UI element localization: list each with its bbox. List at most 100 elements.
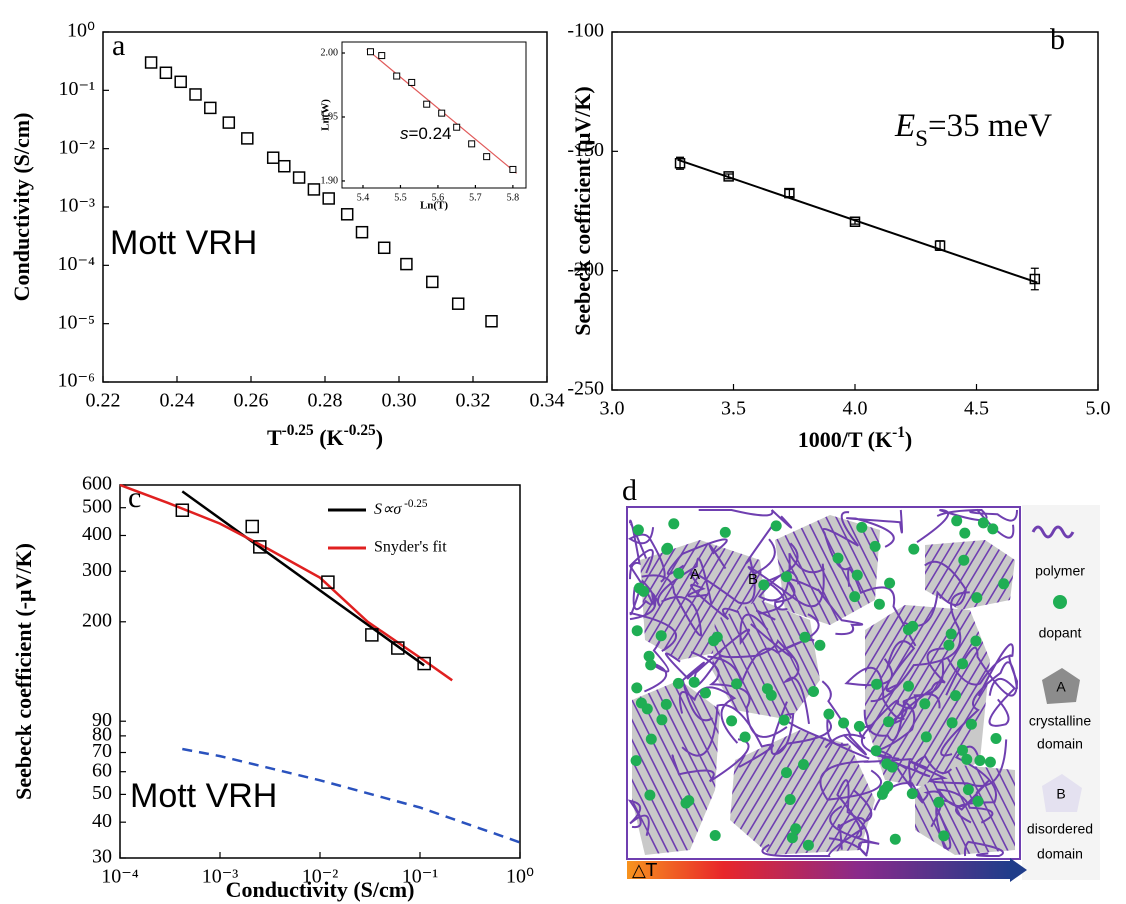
- polymer-chain: [666, 538, 728, 576]
- legend-dopant: [1053, 595, 1067, 609]
- legend-label: S∝σ -0.25: [374, 498, 428, 518]
- data-point: [453, 123, 461, 131]
- data-point: [483, 153, 491, 161]
- polymer-chain: [954, 745, 997, 824]
- polymer-chain: [707, 638, 815, 687]
- polymer-chain: [909, 739, 1008, 787]
- data-point: [485, 315, 498, 328]
- dopant: [726, 715, 738, 727]
- chain: [730, 730, 771, 855]
- series-line: [181, 490, 425, 667]
- legend-label-part: S∝σ: [374, 501, 402, 518]
- y-tick-label: 1.90: [321, 175, 339, 186]
- chain: [984, 765, 1015, 855]
- dopant: [873, 598, 885, 610]
- polymer-chain: [641, 574, 703, 637]
- y-tick-label: 10⁻⁶: [57, 370, 95, 392]
- dopant: [656, 714, 668, 726]
- data-point: [438, 109, 446, 117]
- chain: [824, 730, 875, 855]
- x-tick-label: 4.5: [964, 398, 989, 420]
- y-tick-label: 80: [92, 723, 112, 745]
- chain: [844, 515, 880, 625]
- x-tick-label: 5.0: [1086, 398, 1111, 420]
- polymer-chain: [836, 779, 870, 856]
- polymer-chain: [945, 646, 1019, 697]
- data-point: [144, 56, 158, 69]
- chain: [671, 680, 720, 855]
- dopant: [778, 714, 790, 726]
- y-tick-label: 10⁻⁴: [57, 253, 95, 275]
- chain: [518, 540, 590, 660]
- dopant: [957, 744, 968, 756]
- annotation-part: =0.24: [409, 124, 452, 143]
- polymer-chain: [870, 591, 970, 703]
- dopant: [781, 767, 792, 779]
- data-point: [366, 48, 374, 56]
- chain: [751, 600, 813, 720]
- polymer-chain: [969, 508, 1018, 539]
- legend-label-part: -0.25: [401, 498, 428, 510]
- chain: [657, 540, 731, 660]
- dopant: [849, 591, 861, 603]
- x-tick-label: 10⁻⁴: [101, 866, 139, 888]
- dopant: [884, 577, 896, 589]
- chain: [804, 515, 861, 625]
- data-point: [377, 241, 391, 255]
- x-tick-label: 10⁻¹: [402, 866, 439, 888]
- chain: [925, 540, 936, 610]
- chain: [640, 540, 671, 660]
- data-point: [417, 656, 431, 671]
- x-axis-label-part: T: [267, 425, 282, 450]
- data-point: [1029, 273, 1041, 285]
- polymer-chain: [817, 588, 864, 636]
- chain: [925, 540, 956, 610]
- chain: [994, 765, 1015, 855]
- chain: [974, 765, 1015, 855]
- polymer-chain: [846, 509, 903, 548]
- x-tick-label: 10⁻³: [202, 866, 239, 888]
- y-tick-label: 300: [82, 559, 112, 581]
- dopant: [906, 788, 918, 800]
- dopant: [882, 780, 894, 792]
- polymer-chain: [698, 509, 793, 529]
- polymer-chain: [847, 568, 917, 647]
- y-tick-label: 10⁰: [67, 20, 95, 42]
- chain: [632, 680, 671, 855]
- x-axis-label-part: ): [376, 425, 383, 450]
- y-tick-label: 10⁻¹: [58, 78, 95, 100]
- dopant: [799, 631, 811, 643]
- polymer-chain: [678, 686, 739, 744]
- inset-frame: [341, 41, 527, 189]
- legend-label: domain: [1037, 846, 1083, 862]
- polymer-chain: [904, 560, 967, 627]
- dopant: [962, 784, 974, 796]
- chain: [734, 730, 811, 855]
- x-tick-label: 0.26: [234, 390, 269, 412]
- chain: [865, 605, 956, 790]
- legend-label: crystalline: [1029, 713, 1091, 729]
- data-point: [175, 503, 190, 517]
- annotation: Mott VRH: [130, 777, 277, 815]
- dopant: [919, 698, 931, 710]
- y-tick-label: -150: [567, 139, 604, 161]
- chain: [865, 605, 896, 790]
- dopant: [668, 518, 680, 530]
- chain: [865, 605, 916, 790]
- data-point: [266, 151, 280, 164]
- dopant: [851, 569, 863, 581]
- x-tick-label: 5.4: [357, 192, 370, 203]
- polymer-chain: [821, 680, 867, 756]
- panel-label: d: [622, 474, 637, 507]
- crystalline-domain: [925, 540, 1015, 610]
- polymer-chain: [822, 511, 859, 571]
- dopant: [959, 527, 971, 539]
- polymer-chain: [963, 840, 1004, 858]
- y-axis-label: Ln(W): [320, 99, 332, 131]
- y-tick-label: 10⁻⁵: [57, 311, 95, 333]
- polymer-chain: [875, 700, 916, 758]
- y-axis-label: Seebeck coefficient (μV/K): [570, 86, 595, 336]
- data-point: [423, 100, 431, 108]
- x-tick-label: 0.30: [382, 390, 417, 412]
- data-point: [307, 183, 321, 196]
